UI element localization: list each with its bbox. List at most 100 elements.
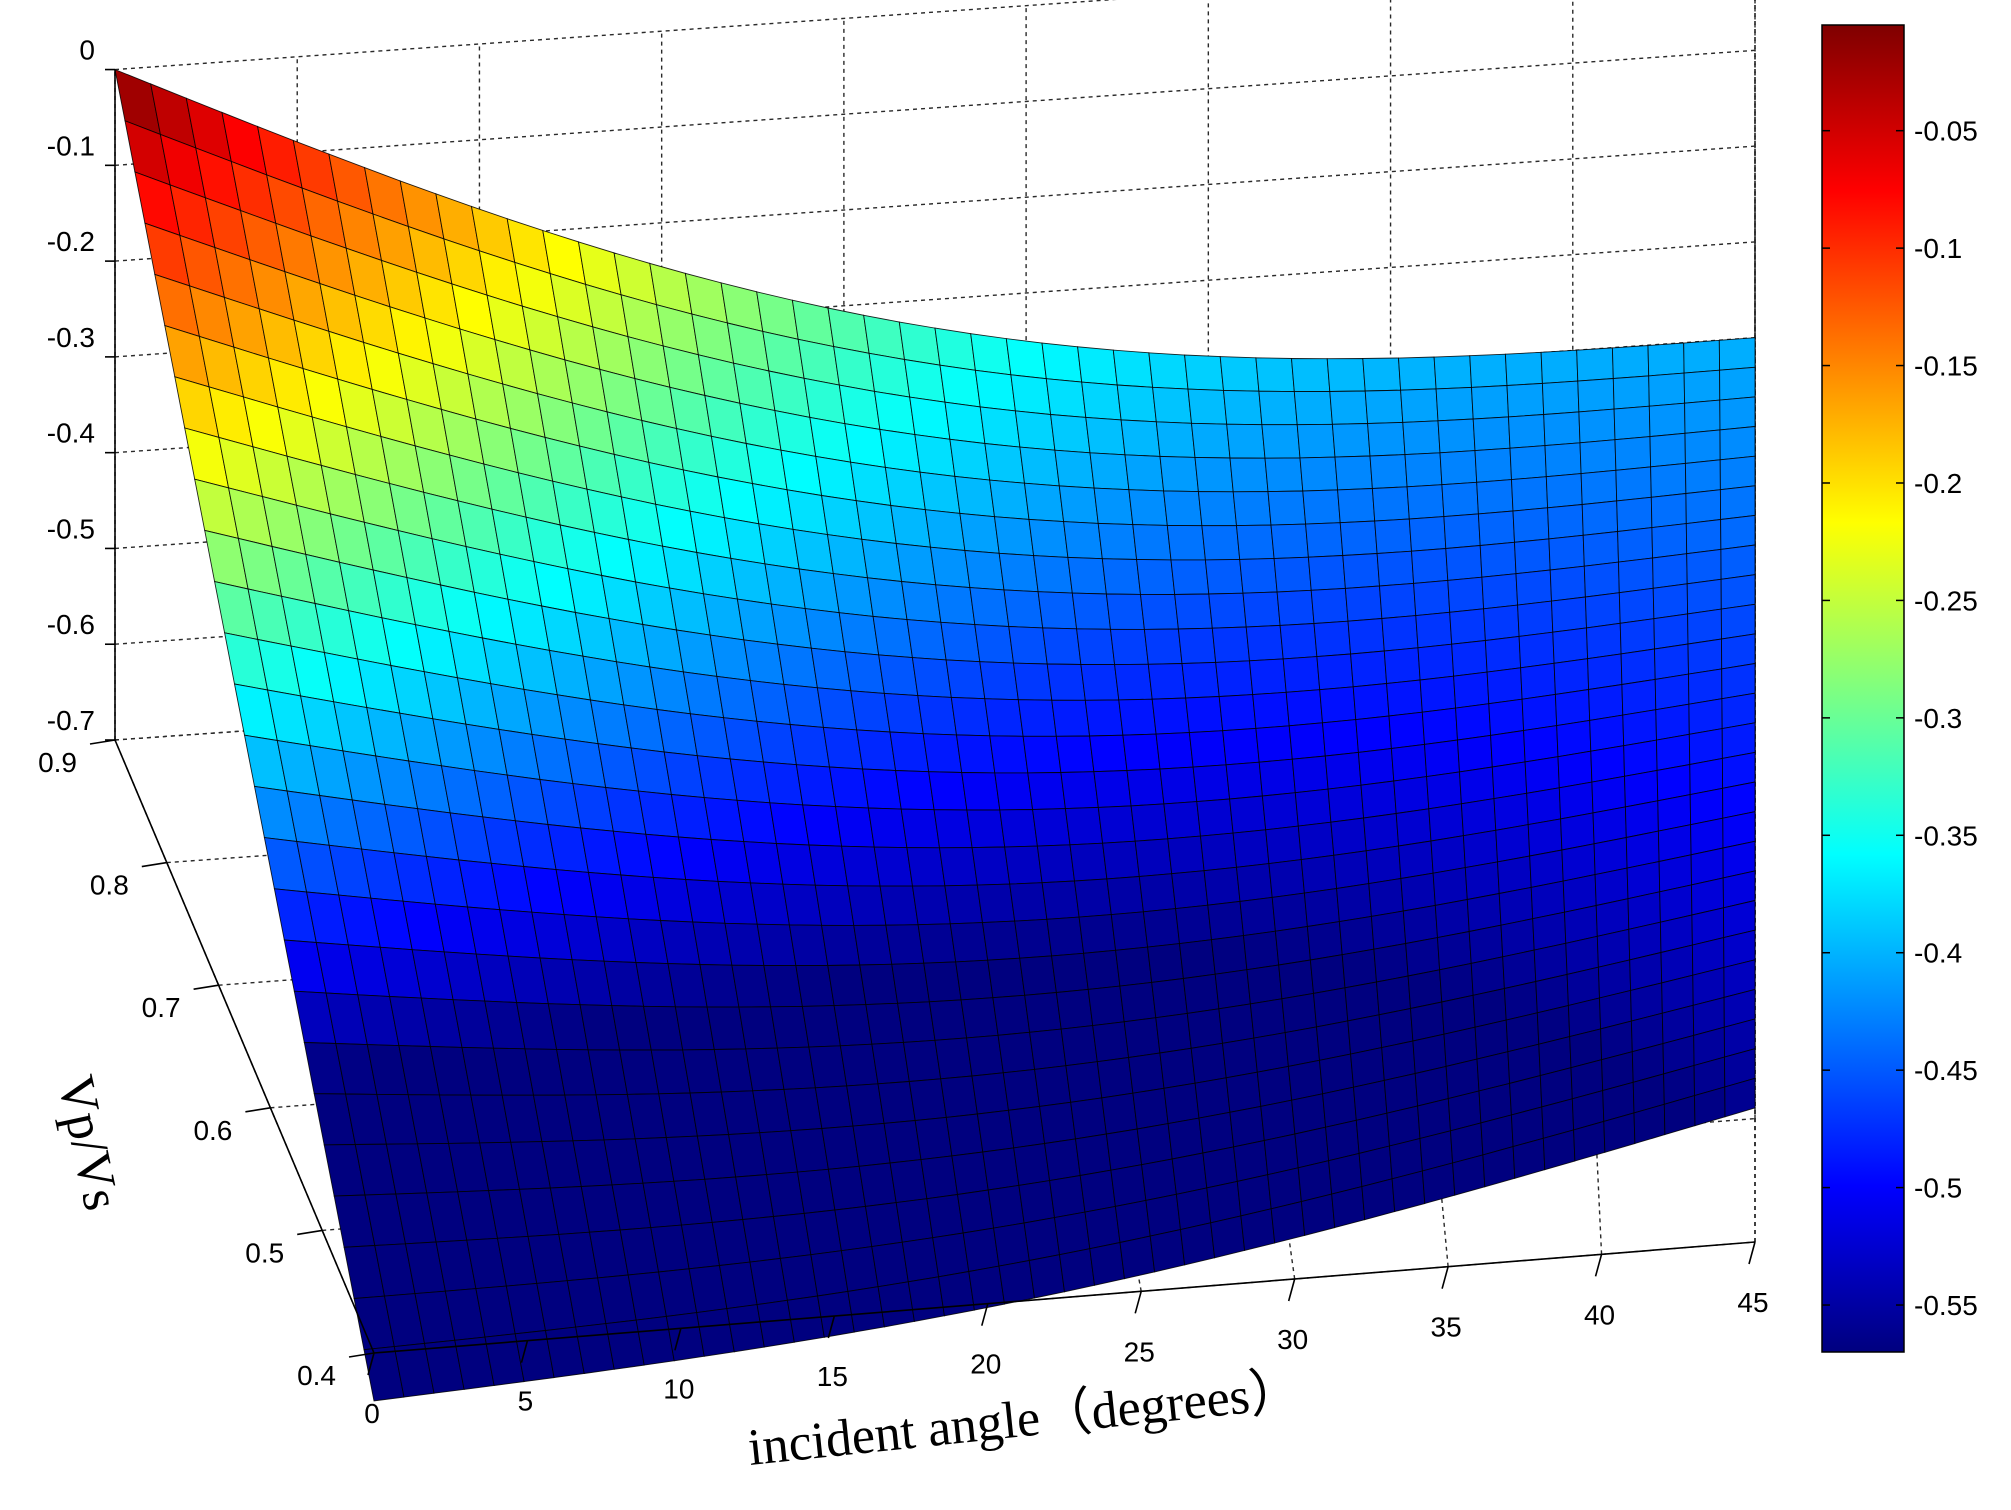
surface-patch <box>1229 457 1269 493</box>
surface-patch <box>1019 446 1060 487</box>
surface-patch <box>1449 608 1486 645</box>
surface-patch <box>1175 904 1212 945</box>
surface-patch <box>1182 973 1220 1014</box>
surface-patch <box>1258 390 1298 426</box>
surface-patch <box>1181 661 1220 699</box>
surface-patch <box>1683 369 1721 404</box>
surface-patch <box>835 806 875 848</box>
surface-patch <box>1223 389 1263 426</box>
surface-patch <box>853 924 893 966</box>
surface-patch <box>1284 1026 1320 1067</box>
surface-patch <box>1268 859 1305 898</box>
surface-patch <box>1379 582 1417 619</box>
surface-patch <box>1719 396 1756 431</box>
surface-patch <box>1274 925 1311 966</box>
surface-patch <box>1163 801 1201 840</box>
surface-patch <box>1654 643 1689 680</box>
surface-patch <box>1114 663 1153 701</box>
surface-patch <box>1405 937 1441 977</box>
colorbar-tick-label: -0.15 <box>1914 351 1978 382</box>
x-tick-mark <box>827 1315 836 1339</box>
surface-patch <box>1288 722 1326 760</box>
surface-patch <box>1225 761 1263 800</box>
surface-patch <box>1437 418 1476 454</box>
surface-patch <box>933 809 973 849</box>
surface-patch <box>1012 662 1053 701</box>
surface-patch <box>1653 613 1689 650</box>
surface-patch <box>847 885 887 926</box>
surface-patch <box>1084 1205 1121 1250</box>
surface-patch <box>917 923 957 964</box>
surface-patch <box>1493 792 1529 831</box>
surface-patch <box>1187 388 1228 425</box>
surface-patch <box>1124 454 1165 492</box>
surface-patch <box>1060 1025 1098 1067</box>
surface-patch <box>1138 873 1177 913</box>
surface-patch <box>1147 943 1184 983</box>
surface-patch <box>1299 456 1339 492</box>
surface-patch <box>1233 1139 1269 1182</box>
surface-patch <box>1252 691 1290 729</box>
surface-patch <box>1155 732 1194 770</box>
colorbar-tick-label: -0.5 <box>1914 1173 1962 1204</box>
surface-patch <box>890 504 932 548</box>
surface-patch <box>1120 419 1161 457</box>
surface-patch <box>1584 592 1621 629</box>
surface-patch <box>809 416 852 463</box>
surface-patch <box>1508 414 1546 449</box>
surface-patch <box>1007 1105 1046 1149</box>
surface-patch <box>1123 1017 1161 1059</box>
surface-patch <box>974 369 1016 412</box>
surface-patch <box>1616 496 1653 533</box>
surface-patch <box>1023 1217 1061 1262</box>
surface-patch <box>1063 521 1103 560</box>
surface-patch <box>951 1151 989 1196</box>
surface-patch <box>1050 414 1091 454</box>
surface-patch <box>971 846 1011 886</box>
surface-patch <box>1652 553 1688 589</box>
surface-patch <box>1455 703 1492 741</box>
surface-patch <box>1724 1077 1756 1118</box>
surface-patch <box>1287 1059 1324 1101</box>
z-tick-label: -0.1 <box>47 130 95 161</box>
surface-patch <box>1155 421 1196 458</box>
surface-patch <box>1218 1003 1255 1044</box>
surface-patch <box>1719 485 1756 521</box>
surface-patch <box>1398 840 1434 880</box>
surface-patch <box>1084 699 1124 737</box>
surface-patch <box>1457 734 1493 773</box>
surface-patch <box>1185 696 1224 734</box>
surface-patch <box>1588 683 1624 721</box>
surface-patch <box>1336 883 1372 923</box>
surface-patch <box>976 883 1016 924</box>
surface-patch <box>1145 1193 1181 1237</box>
surface-patch <box>846 1083 885 1127</box>
surface-patch <box>883 692 924 735</box>
surface-patch <box>1688 668 1723 705</box>
surface-patch <box>940 621 981 663</box>
surface-patch <box>1338 915 1375 956</box>
z-tick-label: -0.3 <box>47 322 95 353</box>
surface-patch <box>1211 935 1248 975</box>
surface-patch <box>1432 867 1468 906</box>
surface-patch <box>1240 1208 1276 1251</box>
surface-patch <box>1544 442 1582 478</box>
colorbar-gradient <box>1821 24 1905 1353</box>
surface-patch <box>1208 592 1247 629</box>
surface-patch <box>906 619 947 661</box>
surface-patch <box>1067 556 1107 595</box>
surface-patch <box>838 612 880 656</box>
surface-patch <box>1222 727 1260 766</box>
surface-patch <box>878 654 919 697</box>
y-tick-mark <box>193 984 219 990</box>
surface-patch <box>976 1109 1015 1153</box>
surface-patch <box>1028 518 1069 558</box>
surface-patch <box>1364 389 1404 424</box>
surface-patch <box>1092 1021 1130 1063</box>
x-tick-mark <box>520 1340 529 1363</box>
surface-patch <box>1285 689 1323 727</box>
surface-patch <box>964 550 1005 591</box>
surface-patch <box>997 1031 1036 1074</box>
surface-patch <box>924 509 966 552</box>
surface-patch <box>1083 949 1121 990</box>
